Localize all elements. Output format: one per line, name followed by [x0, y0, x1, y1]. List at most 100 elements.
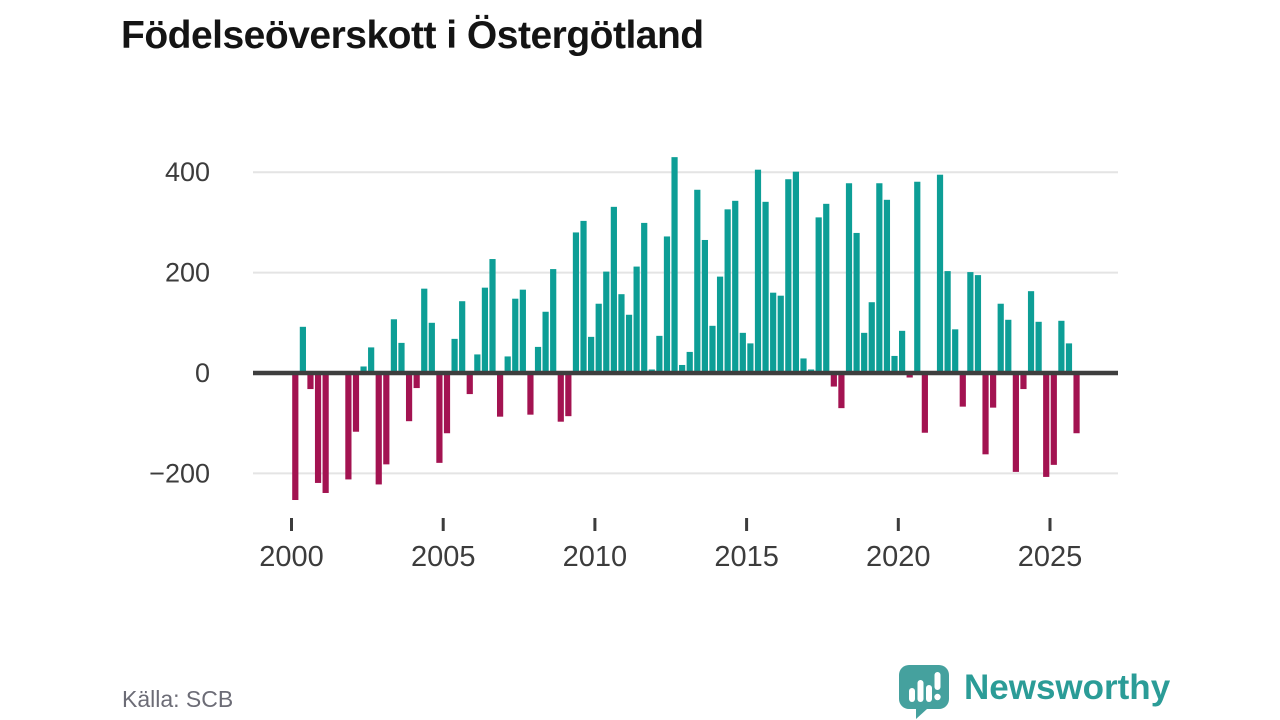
bar-2010-Q1: [595, 303, 602, 373]
bar-2003-Q2: [390, 319, 398, 373]
y-axis-label-0: 0: [195, 358, 210, 388]
bar-2023-Q1: [990, 373, 997, 408]
bar-2019-Q3: [883, 199, 891, 373]
brand-name: Newsworthy: [964, 668, 1171, 707]
bar-2025-Q3: [1065, 343, 1073, 373]
bar-2017-Q3: [823, 203, 830, 373]
source-label: Källa: SCB: [122, 686, 234, 712]
bar-2003-Q4: [405, 373, 413, 422]
bar-2006-Q1: [474, 354, 481, 373]
bar-2014-Q3: [732, 200, 739, 373]
bar-2020-Q3: [914, 181, 921, 373]
y-axis-label-200: 200: [165, 258, 210, 288]
bar-2005-Q3: [459, 301, 466, 373]
bar-2001-Q4: [345, 373, 352, 480]
bar-2025-Q2: [1058, 320, 1065, 373]
bar-2021-Q4: [952, 329, 959, 373]
bar-2016-Q4: [800, 358, 807, 373]
bar-2008-Q2: [542, 311, 549, 373]
bar-2014-Q1: [716, 276, 724, 373]
bar-2024-Q3: [1035, 321, 1042, 373]
bar-2015-Q2: [754, 169, 762, 373]
newsworthy-logo: Newsworthy: [897, 663, 1170, 719]
y-axis-label-400: 400: [165, 157, 210, 187]
bar-2003-Q1: [383, 373, 390, 465]
bar-2011-Q1: [625, 314, 633, 373]
bar-2020-Q4: [921, 373, 928, 433]
bar-2010-Q3: [610, 206, 617, 373]
bar-2014-Q4: [739, 332, 746, 373]
bar-2006-Q2: [481, 287, 489, 373]
bar-2013-Q2: [694, 189, 701, 373]
bar-2015-Q4: [770, 292, 777, 373]
x-axis-label-2010: 2010: [563, 541, 628, 573]
bar-2013-Q1: [686, 351, 693, 373]
bar-2023-Q3: [1005, 319, 1012, 373]
bar-2019-Q2: [876, 183, 883, 373]
bar-2006-Q4: [496, 373, 504, 417]
bar-2015-Q3: [762, 201, 769, 373]
bar-2024-Q1: [1020, 373, 1027, 390]
y-axis-label--200: −200: [149, 458, 210, 488]
bar-2015-Q1: [747, 343, 754, 373]
mini-bar-3: [926, 685, 932, 702]
bar-2006-Q3: [489, 259, 496, 373]
bar-2022-Q4: [982, 373, 989, 455]
bar-2023-Q4: [1012, 373, 1019, 472]
bar-2019-Q1: [868, 302, 875, 373]
bar-2008-Q3: [550, 269, 557, 373]
bar-2012-Q4: [679, 364, 686, 373]
bar-2000-Q4: [314, 373, 322, 483]
bar-2018-Q4: [861, 332, 868, 373]
mini-bar-1: [909, 688, 915, 702]
x-axis-label-2005: 2005: [411, 541, 476, 573]
x-axis-label-2025: 2025: [1018, 541, 1083, 573]
bar-2007-Q1: [504, 356, 511, 373]
bar-2007-Q4: [527, 373, 534, 415]
bar-2001-Q1: [322, 373, 329, 493]
bar-2014-Q2: [724, 209, 731, 373]
bar-2009-Q3: [580, 220, 587, 373]
bar-2005-Q2: [451, 338, 458, 373]
bar-2003-Q3: [398, 342, 405, 373]
bar-2018-Q3: [853, 232, 860, 373]
bar-2002-Q3: [368, 347, 375, 373]
speech-bubble: [899, 665, 949, 719]
bar-2002-Q4: [375, 373, 382, 485]
bar-2018-Q2: [845, 183, 853, 373]
x-axis-label-2000: 2000: [259, 541, 324, 573]
bar-2022-Q3: [974, 275, 982, 373]
bar-2010-Q4: [618, 294, 625, 373]
bar-2004-Q1: [413, 373, 420, 389]
bar-2000-Q1: [292, 373, 299, 501]
bar-2012-Q3: [671, 157, 678, 373]
bar-2024-Q2: [1027, 291, 1035, 373]
bar-2021-Q2: [936, 174, 944, 373]
bar-2009-Q4: [588, 336, 595, 373]
bar-2025-Q1: [1050, 373, 1057, 465]
bar-2017-Q2: [815, 217, 822, 373]
bar-2024-Q4: [1043, 373, 1050, 477]
bar-2020-Q2: [906, 373, 913, 378]
bar-2002-Q2: [360, 366, 367, 373]
bar-2016-Q1: [777, 295, 784, 373]
x-axis-label-2015: 2015: [714, 541, 779, 573]
chart-title: Födelseöverskott i Östergötland: [121, 14, 704, 57]
bar-2025-Q4: [1073, 373, 1080, 434]
bar-2011-Q2: [633, 266, 640, 373]
bar-2012-Q1: [656, 335, 663, 373]
bar-2007-Q3: [519, 289, 526, 373]
bar-2007-Q2: [512, 298, 519, 373]
bar-2011-Q3: [641, 222, 648, 373]
bar-2023-Q2: [997, 303, 1004, 373]
speech-bubble-bar-chart-icon: [899, 665, 949, 719]
bar-2008-Q4: [557, 373, 564, 422]
bar-2010-Q2: [603, 271, 610, 373]
bar-2004-Q3: [428, 322, 435, 373]
bar-2017-Q4: [830, 373, 837, 387]
bar-2009-Q1: [565, 373, 572, 417]
bar-2013-Q4: [709, 325, 716, 373]
bar-2020-Q1: [899, 330, 906, 373]
